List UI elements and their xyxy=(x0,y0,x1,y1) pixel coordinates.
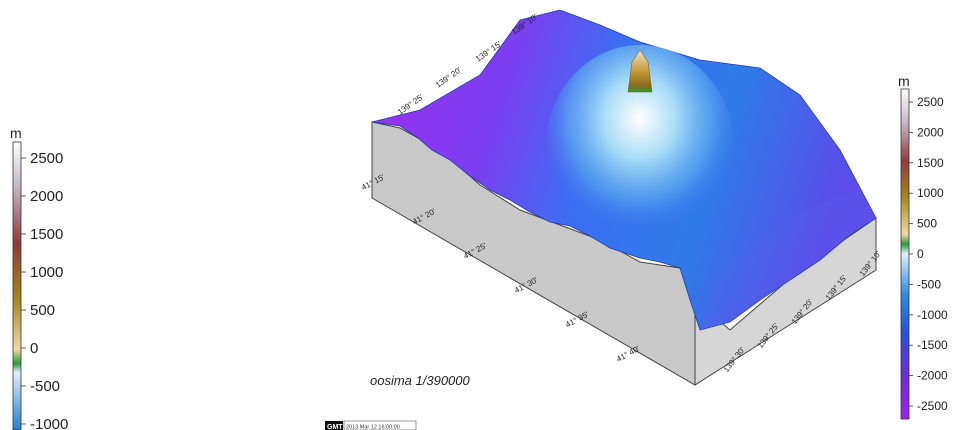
left-colorbar-scale xyxy=(12,141,22,430)
right-colorbar-tick-label: 2000 xyxy=(917,125,944,139)
left-colorbar-tick-label: 500 xyxy=(30,302,55,319)
right-colorbar-scale xyxy=(900,88,910,420)
left-colorbar-tick-label: 0 xyxy=(30,340,38,357)
right-colorbar-ticks: 2500 2000 1500 1000 500 0 -500 -1000 -1500 -2000 -… xyxy=(909,95,948,413)
gmt-stamp: GMT 2013 Mar 12 16:00:00 xyxy=(325,420,417,430)
right-colorbar-tick-label: -1500 xyxy=(917,338,948,352)
left-colorbar-tick-label: 2000 xyxy=(30,188,63,205)
longitude-top-label: 139° 20' xyxy=(434,65,463,89)
gmt-timestamp-box xyxy=(343,420,417,430)
gmt-timestamp: 2013 Mar 12 16:00:00 xyxy=(346,425,400,430)
map-caption: oosima 1/390000 xyxy=(370,373,471,388)
right-colorbar-tick-label: -2000 xyxy=(917,369,948,383)
right-colorbar-tick-label: -2500 xyxy=(917,399,948,413)
volcano-flank xyxy=(545,45,735,255)
right-colorbar: m 2500 2000 1500 1000 500 0 -500 -1000 -1500 -200… xyxy=(898,73,948,420)
gmt-logo-box xyxy=(325,421,343,430)
left-colorbar-tick-label: -1000 xyxy=(30,416,68,430)
right-colorbar-tick-label: 1500 xyxy=(917,156,944,170)
right-colorbar-tick-label: -500 xyxy=(917,277,941,291)
left-colorbar-tick-label: -500 xyxy=(30,378,60,395)
left-colorbar-tick-label: 2500 xyxy=(30,150,63,167)
right-colorbar-tick-label: -1000 xyxy=(917,308,948,322)
left-colorbar-unit: m xyxy=(10,125,22,141)
gmt-logo: GMT xyxy=(327,424,343,430)
right-colorbar-tick-label: 500 xyxy=(917,217,937,231)
right-colorbar-unit: m xyxy=(898,73,910,89)
terrain-surface xyxy=(371,9,877,331)
right-colorbar-tick-label: 2500 xyxy=(917,95,944,109)
left-colorbar-tick-label: 1500 xyxy=(30,226,63,243)
right-colorbar-tick-label: 0 xyxy=(917,247,924,261)
volcano-peak xyxy=(627,49,653,93)
left-colorbar-ticks: 2500 2000 1500 1000 500 0 -500 -1000 xyxy=(21,150,68,430)
left-colorbar-tick-label: 1000 xyxy=(30,264,63,281)
left-colorbar: m 2500 2000 1500 1000 500 0 -500 -1000 xyxy=(10,125,68,430)
terrain-east-deep xyxy=(700,190,876,330)
right-colorbar-tick-label: 1000 xyxy=(917,186,944,200)
